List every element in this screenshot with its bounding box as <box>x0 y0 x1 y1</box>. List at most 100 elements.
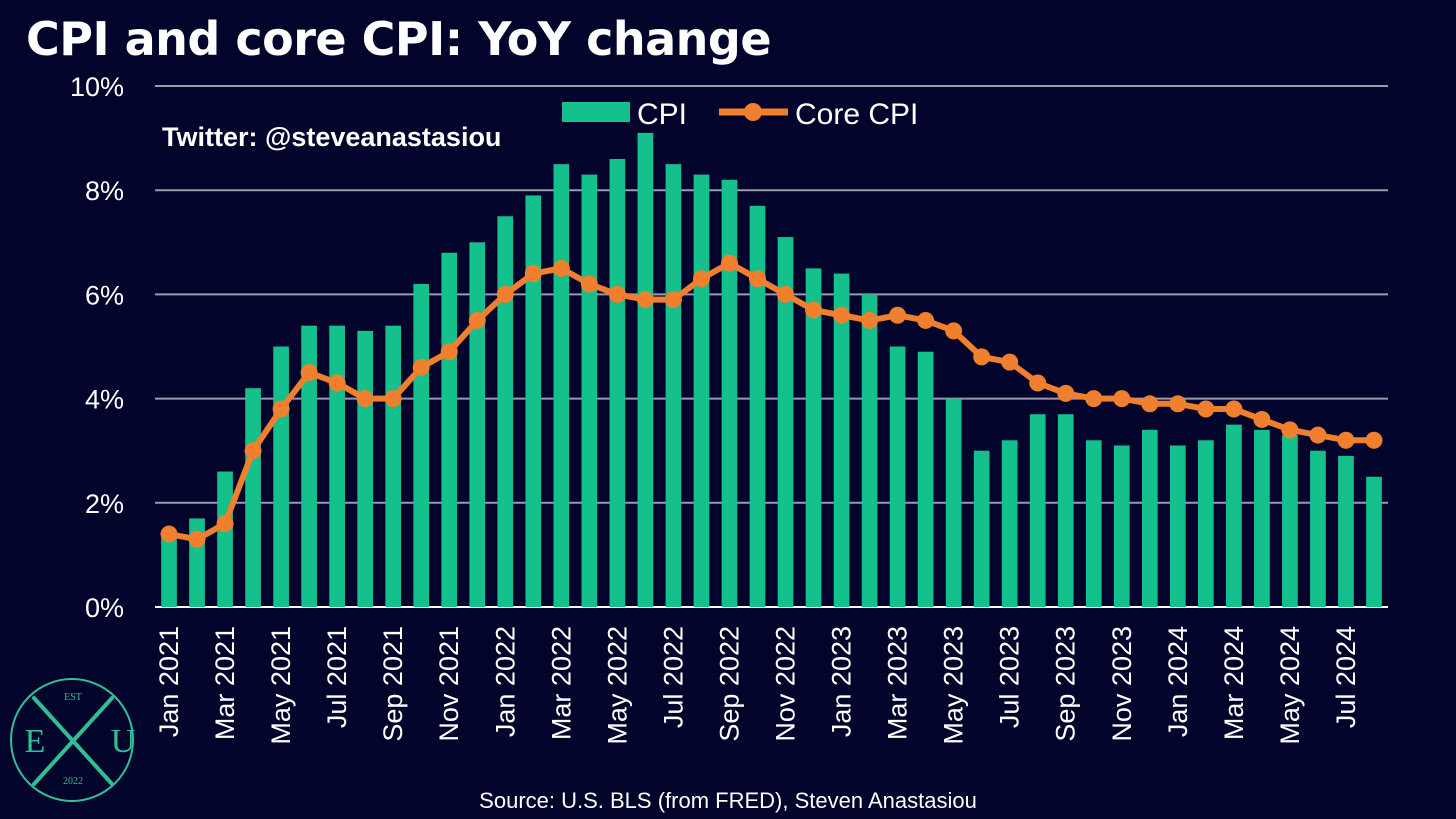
chart-title: CPI and core CPI: YoY change <box>26 12 772 66</box>
cpi-bar <box>329 325 345 607</box>
cpi-bar <box>1141 429 1158 607</box>
cpi-bar <box>833 273 850 607</box>
cpi-bar <box>273 346 289 607</box>
y-tick-label: 0% <box>85 593 124 623</box>
cpi-bar <box>1226 424 1242 607</box>
core-cpi-point <box>833 306 851 324</box>
core-cpi-line <box>160 254 1383 548</box>
cpi-bar <box>1338 455 1354 607</box>
cpi-bar <box>1198 440 1214 607</box>
legend-core-cpi-marker <box>744 103 762 121</box>
cpi-bar <box>525 195 542 607</box>
cpi-bar <box>441 252 458 607</box>
cpi-bar <box>553 164 570 607</box>
x-tick-label: Sep 2021 <box>378 626 408 742</box>
core-cpi-point <box>1169 395 1187 413</box>
core-cpi-point <box>777 285 795 303</box>
core-cpi-point <box>917 311 935 329</box>
core-cpi-point <box>1337 431 1355 449</box>
core-cpi-point <box>552 259 570 277</box>
core-cpi-point <box>1057 384 1075 402</box>
core-cpi-point <box>160 525 178 543</box>
core-cpi-point <box>300 364 318 382</box>
x-tick-label: Jan 2021 <box>154 626 184 737</box>
cpi-bar <box>693 174 710 607</box>
source-note: Source: U.S. BLS (from FRED), Steven Ana… <box>479 788 977 813</box>
core-cpi-series-line <box>168 260 1374 543</box>
cpi-bar <box>1113 445 1130 607</box>
core-cpi-point <box>636 291 654 309</box>
core-cpi-point <box>440 343 458 361</box>
x-tick-label: Nov 2023 <box>1107 626 1137 742</box>
logo-year: 2022 <box>63 776 83 787</box>
y-axis: 0% 2% 4% 6% 8% 10% <box>70 72 124 623</box>
cpi-bar <box>413 283 430 607</box>
legend-cpi-swatch <box>562 102 630 122</box>
cpi-bar <box>301 325 317 607</box>
cpi-bar <box>357 330 374 607</box>
cpi-bar <box>1085 440 1102 607</box>
cpi-bar <box>945 398 962 607</box>
core-cpi-point <box>272 400 290 418</box>
core-cpi-point <box>1281 421 1299 439</box>
y-tick-label: 2% <box>85 489 124 519</box>
cpi-bar <box>217 471 233 607</box>
cpi-bar <box>161 534 177 607</box>
cpi-bar <box>581 174 598 607</box>
core-cpi-point <box>1253 410 1271 428</box>
cpi-bar <box>861 294 878 607</box>
cpi-bar <box>665 164 682 607</box>
core-cpi-point <box>244 442 262 460</box>
cpi-bar <box>469 242 486 608</box>
x-tick-label: Sep 2023 <box>1051 626 1081 742</box>
x-tick-label: Nov 2022 <box>771 626 801 742</box>
core-cpi-point <box>580 275 598 293</box>
y-tick-label: 6% <box>85 280 124 310</box>
x-tick-label: Mar 2021 <box>210 626 240 740</box>
x-tick-label: Mar 2024 <box>1219 626 1249 740</box>
core-cpi-point <box>356 390 374 408</box>
core-cpi-point <box>889 306 907 324</box>
core-cpi-point <box>1225 400 1243 418</box>
x-tick-label: Jan 2024 <box>1163 626 1193 737</box>
cpi-bar <box>1282 435 1298 607</box>
y-tick-label: 10% <box>70 72 124 102</box>
core-cpi-point <box>412 358 430 376</box>
cpi-bar <box>777 237 794 607</box>
core-cpi-point <box>692 270 710 288</box>
core-cpi-point <box>1085 390 1103 408</box>
cpi-bar <box>917 351 934 607</box>
core-cpi-point <box>664 291 682 309</box>
core-cpi-point <box>945 322 963 340</box>
core-cpi-point <box>188 530 206 548</box>
twitter-handle: Twitter: @steveanastasiou <box>162 122 501 152</box>
core-cpi-point <box>384 390 402 408</box>
x-tick-label: May 2023 <box>939 626 969 745</box>
cpi-bar <box>1057 414 1074 607</box>
exu-logo: EST E U 2022 <box>10 678 135 802</box>
core-cpi-point <box>1113 390 1131 408</box>
x-tick-label: May 2021 <box>266 626 296 745</box>
y-tick-label: 4% <box>85 385 124 415</box>
core-cpi-point <box>1029 374 1047 392</box>
x-tick-label: Nov 2021 <box>434 626 464 742</box>
cpi-bar <box>609 158 626 607</box>
cpi-bar <box>637 132 654 607</box>
cpi-bar <box>721 179 738 607</box>
core-cpi-point <box>216 515 234 533</box>
core-cpi-point <box>496 285 514 303</box>
cpi-bar <box>385 325 402 607</box>
core-cpi-point <box>524 265 542 283</box>
core-cpi-point <box>973 348 991 366</box>
legend-core-cpi-label: Core CPI <box>795 98 918 131</box>
cpi-bar <box>889 346 906 607</box>
y-tick-label: 8% <box>85 176 124 206</box>
core-cpi-point <box>608 285 626 303</box>
logo-est: EST <box>64 692 82 703</box>
x-axis: Jan 2021 Mar 2021 May 2021 Jul 2021 Sep 2021… <box>154 626 1361 745</box>
x-tick-label: Jul 2024 <box>1331 626 1361 728</box>
logo-letter-e: E <box>25 723 46 760</box>
x-tick-label: Jul 2023 <box>995 626 1025 728</box>
cpi-bar <box>805 268 822 607</box>
